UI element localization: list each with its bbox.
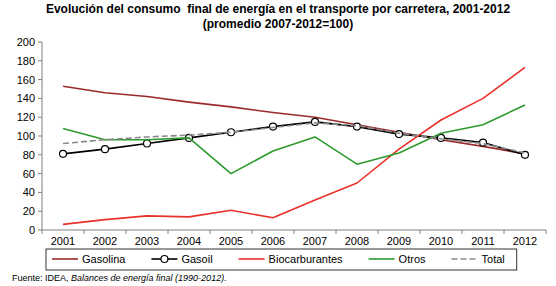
x-tick-label: 2001 <box>51 235 75 247</box>
plot-area <box>60 67 529 224</box>
x-tick-label: 2003 <box>135 235 159 247</box>
legend-swatch <box>239 258 265 260</box>
x-tick-label: 2011 <box>471 235 495 247</box>
marker <box>312 118 319 125</box>
legend-marker <box>161 256 168 263</box>
x-tick <box>546 230 547 234</box>
x-tick-label: 2006 <box>261 235 285 247</box>
marker <box>144 140 151 147</box>
marker <box>438 134 445 141</box>
chart: Evolución del consumo final de energía e… <box>0 0 556 286</box>
x-tick-label: 2008 <box>345 235 369 247</box>
x-tick-label: 2010 <box>429 235 453 247</box>
x-tick <box>420 230 421 234</box>
legend-swatch <box>452 258 478 260</box>
legend-swatch <box>52 258 78 260</box>
y-tick-label: 100 <box>17 130 35 142</box>
y-tick <box>38 79 42 80</box>
y-tick-label: 60 <box>23 168 35 180</box>
x-tick <box>378 230 379 234</box>
y-tick-label: 40 <box>23 186 35 198</box>
source: Fuente: IDEA, Balances de energía final … <box>12 273 227 283</box>
y-tick <box>38 98 42 99</box>
y-tick <box>38 211 42 212</box>
x-tick <box>42 230 43 234</box>
y-tick <box>38 42 42 43</box>
y-tick-label: 200 <box>17 36 35 48</box>
legend-box <box>46 249 517 270</box>
x-tick <box>210 230 211 234</box>
y-tick <box>38 136 42 137</box>
legend-swatch <box>369 258 395 260</box>
marker <box>60 150 67 157</box>
x-tick-label: 2009 <box>387 235 411 247</box>
y-tick <box>38 173 42 174</box>
y-tick-label: 80 <box>23 149 35 161</box>
y-tick-label: 20 <box>23 205 35 217</box>
legend-label: Gasolina <box>82 253 126 265</box>
subtitle: (promedio 2007-2012=100) <box>203 17 353 31</box>
x-tick <box>294 230 295 234</box>
x-tick-label: 2004 <box>177 235 201 247</box>
y-tick-label: 160 <box>17 74 35 86</box>
y-tick <box>38 60 42 61</box>
x-tick <box>504 230 505 234</box>
x-tick <box>168 230 169 234</box>
x-tick <box>336 230 337 234</box>
legend-label: Biocarburantes <box>269 253 343 265</box>
x-tick <box>84 230 85 234</box>
legend-label: Otros <box>399 253 426 265</box>
y-tick-label: 120 <box>17 111 35 123</box>
x-tick-label: 2002 <box>93 235 117 247</box>
x-tick <box>462 230 463 234</box>
series-line <box>63 67 525 224</box>
source-label: Fuente: IDEA, <box>12 273 71 283</box>
y-tick-label: 180 <box>17 55 35 67</box>
y-tick-label: 140 <box>17 92 35 104</box>
source-work: Balances de energía final (1990-2012). <box>71 273 227 283</box>
x-tick-label: 2012 <box>513 235 537 247</box>
y-tick <box>38 230 42 231</box>
x-tick <box>252 230 253 234</box>
x-tick <box>126 230 127 234</box>
series-line <box>63 105 525 174</box>
marker <box>102 146 109 153</box>
legend-label: Gasoil <box>181 253 212 265</box>
y-tick <box>38 192 42 193</box>
series-line <box>63 122 525 155</box>
x-tick-label: 2005 <box>219 235 243 247</box>
y-tick <box>38 154 42 155</box>
y-tick <box>38 117 42 118</box>
marker <box>396 131 403 138</box>
legend-label: Total <box>482 253 505 265</box>
y-tick-label: 0 <box>29 224 35 236</box>
title: Evolución del consumo final de energía e… <box>46 2 510 16</box>
marker <box>270 123 277 130</box>
legend: Gasolina Gasoil Biocarburantes Otros Total <box>46 249 517 270</box>
series-line <box>63 123 525 153</box>
x-tick-label: 2007 <box>303 235 327 247</box>
